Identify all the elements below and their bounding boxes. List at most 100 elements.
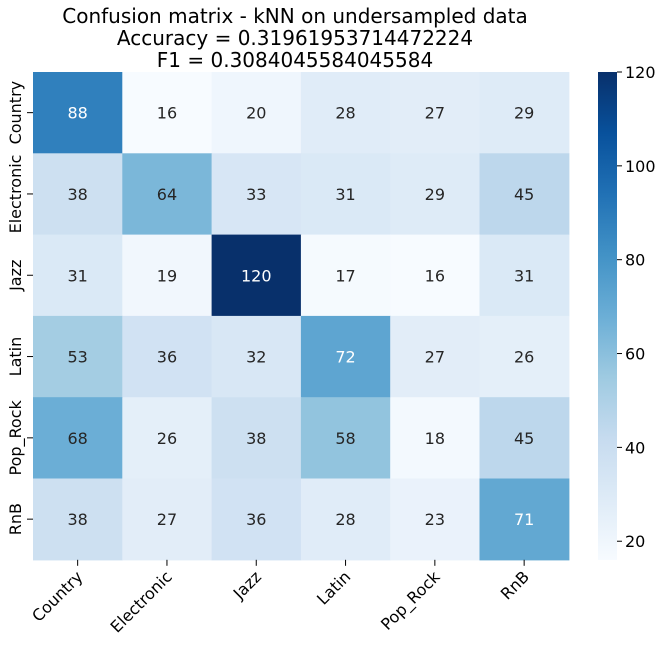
cell-value-label: 27 bbox=[157, 510, 177, 529]
x-tick-label: Jazz bbox=[229, 567, 265, 603]
heatmap-cell bbox=[211, 478, 302, 561]
cell-value-label: 72 bbox=[335, 348, 355, 367]
cell-value-label: 68 bbox=[67, 429, 87, 448]
heatmap-cell bbox=[390, 234, 481, 317]
heatmap-cells bbox=[33, 72, 570, 561]
cell-value-label: 27 bbox=[425, 348, 445, 367]
heatmap-cell bbox=[479, 234, 570, 317]
x-tick-labels: Country Electronic Jazz Latin Pop_Rock RnB bbox=[28, 559, 533, 636]
heatmap-cell bbox=[300, 397, 391, 480]
heatmap-cell bbox=[33, 72, 123, 154]
heatmap-cell bbox=[300, 478, 391, 561]
heatmap-cell bbox=[122, 234, 213, 317]
cell-value-label: 28 bbox=[335, 510, 355, 529]
cell-value-label: 33 bbox=[246, 185, 266, 204]
cell-value-label: 20 bbox=[246, 104, 266, 123]
heatmap-cell bbox=[300, 234, 391, 317]
heatmap-cell bbox=[300, 153, 391, 236]
heatmap-cell bbox=[122, 315, 213, 398]
colorbar-tick-label: 100 bbox=[625, 157, 656, 176]
heatmap-cell bbox=[479, 153, 570, 236]
heatmap-cell bbox=[122, 478, 213, 561]
cell-value-label: 23 bbox=[425, 510, 445, 529]
colorbar-tick-label: 60 bbox=[625, 345, 645, 364]
heatmap-cell bbox=[479, 315, 570, 398]
colorbar-tick-label: 20 bbox=[625, 532, 645, 551]
heatmap-cell bbox=[211, 72, 302, 154]
heatmap-cell bbox=[479, 397, 570, 480]
cell-value-label: 53 bbox=[67, 348, 87, 367]
cell-value-label: 36 bbox=[157, 348, 177, 367]
y-tick-label: Electronic bbox=[6, 155, 25, 234]
chart-title-line-1: Confusion matrix - kNN on undersampled d… bbox=[62, 4, 528, 28]
heatmap-cell bbox=[390, 315, 481, 398]
heatmap-cell bbox=[300, 315, 391, 398]
x-tick-label: RnB bbox=[497, 567, 533, 603]
y-tick-label: Jazz bbox=[6, 260, 25, 292]
heatmap-cell bbox=[33, 397, 123, 480]
cell-value-label: 31 bbox=[514, 266, 534, 285]
heatmap-cell bbox=[33, 478, 123, 561]
heatmap-cell bbox=[33, 315, 123, 398]
cell-value-label: 29 bbox=[514, 104, 534, 123]
x-tick-label: Pop_Rock bbox=[377, 567, 445, 635]
y-tick-label: Latin bbox=[6, 337, 25, 377]
heatmap-annotations: 88 16 20 28 27 29 38 64 33 31 29 45 31 19 120 17 16 31 53 3… bbox=[67, 104, 534, 530]
colorbar: 20 40 60 80 100 120 bbox=[598, 63, 656, 560]
cell-value-label: 16 bbox=[425, 266, 445, 285]
heatmap-cell bbox=[211, 397, 302, 480]
cell-value-label: 26 bbox=[514, 348, 534, 367]
heatmap-cell bbox=[300, 72, 391, 154]
cell-value-label: 29 bbox=[425, 185, 445, 204]
heatmap-cell bbox=[390, 478, 481, 561]
colorbar-gradient bbox=[598, 72, 617, 560]
heatmap-cell bbox=[479, 478, 570, 561]
cell-value-label: 27 bbox=[425, 104, 445, 123]
heatmap-cell bbox=[479, 72, 570, 154]
cell-value-label: 64 bbox=[157, 185, 177, 204]
heatmap-cell bbox=[122, 72, 213, 154]
colorbar-tick-label: 120 bbox=[625, 63, 656, 82]
cell-value-label: 19 bbox=[157, 266, 177, 285]
cell-value-label: 31 bbox=[67, 266, 87, 285]
y-tick-labels: Country Electronic Jazz Latin Pop_Rock RnB bbox=[6, 81, 33, 535]
chart-title-line-3: F1 = 0.3084045584045584 bbox=[157, 48, 433, 72]
heatmap-cell bbox=[122, 397, 213, 480]
cell-value-label: 28 bbox=[335, 104, 355, 123]
heatmap-cell bbox=[390, 397, 481, 480]
heatmap-cell bbox=[211, 315, 302, 398]
chart-title: Confusion matrix - kNN on undersampled d… bbox=[62, 4, 528, 72]
colorbar-tick-label: 80 bbox=[625, 251, 645, 270]
cell-value-label: 16 bbox=[157, 104, 177, 123]
cell-value-label: 120 bbox=[241, 266, 272, 285]
heatmap-cell bbox=[122, 153, 213, 236]
cell-value-label: 88 bbox=[67, 104, 87, 123]
cell-value-label: 71 bbox=[514, 510, 534, 529]
heatmap-cell bbox=[211, 153, 302, 236]
colorbar-tick-label: 40 bbox=[625, 438, 645, 457]
cell-value-label: 18 bbox=[425, 429, 445, 448]
cell-value-label: 36 bbox=[246, 510, 266, 529]
y-tick-label: RnB bbox=[6, 503, 25, 535]
cell-value-label: 38 bbox=[67, 185, 87, 204]
cell-value-label: 45 bbox=[514, 429, 534, 448]
heatmap-cell bbox=[33, 153, 123, 236]
cell-value-label: 45 bbox=[514, 185, 534, 204]
x-tick-label: Latin bbox=[313, 567, 354, 608]
cell-value-label: 38 bbox=[246, 429, 266, 448]
cell-value-label: 58 bbox=[335, 429, 355, 448]
cell-value-label: 26 bbox=[157, 429, 177, 448]
heatmap-cell bbox=[211, 234, 302, 317]
chart-title-line-2: Accuracy = 0.31961953714472224 bbox=[117, 26, 473, 50]
heatmap-cell bbox=[33, 234, 123, 317]
cell-value-label: 17 bbox=[335, 266, 355, 285]
cell-value-label: 38 bbox=[67, 510, 87, 529]
heatmap-cell bbox=[390, 153, 481, 236]
x-tick-label: Country bbox=[28, 567, 86, 625]
y-tick-label: Pop_Rock bbox=[6, 399, 26, 475]
cell-value-label: 32 bbox=[246, 348, 266, 367]
cell-value-label: 31 bbox=[335, 185, 355, 204]
y-tick-label: Country bbox=[6, 81, 25, 145]
